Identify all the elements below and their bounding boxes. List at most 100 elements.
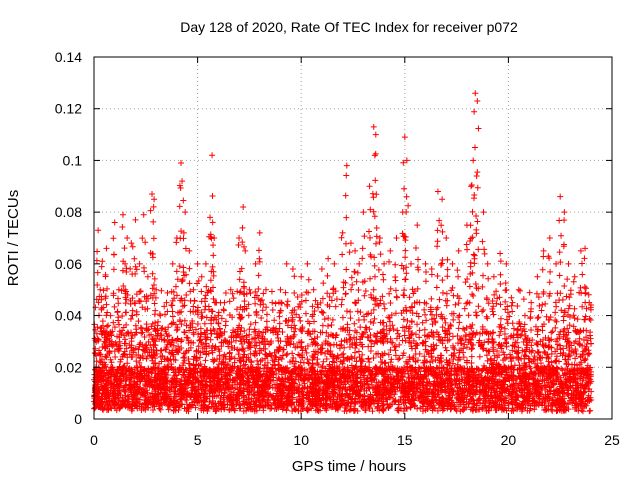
data-point <box>563 293 570 300</box>
data-point <box>529 347 536 354</box>
data-point <box>161 337 168 344</box>
data-point <box>233 306 240 313</box>
data-point <box>173 327 180 334</box>
data-point <box>293 311 300 318</box>
data-point <box>555 331 562 338</box>
data-point <box>247 290 254 297</box>
data-point <box>508 294 515 301</box>
data-point <box>347 335 354 342</box>
data-point <box>365 356 372 363</box>
data-point <box>311 308 318 315</box>
data-point <box>504 309 511 316</box>
data-point <box>170 342 177 349</box>
data-point <box>151 300 158 307</box>
data-point <box>169 313 176 320</box>
data-point <box>503 316 510 323</box>
data-point <box>324 290 331 297</box>
data-point <box>502 394 509 401</box>
data-point <box>271 317 278 324</box>
data-point <box>442 344 449 351</box>
data-point <box>372 295 379 302</box>
data-point <box>436 296 443 303</box>
data-point <box>321 316 328 323</box>
data-point <box>389 322 396 329</box>
data-point <box>362 288 369 295</box>
data-point <box>145 338 152 345</box>
data-point <box>104 309 111 316</box>
data-point <box>278 300 285 307</box>
data-point <box>165 406 172 413</box>
data-point <box>208 308 215 315</box>
data-point <box>519 347 526 354</box>
data-point <box>510 408 517 415</box>
data-point <box>586 350 593 357</box>
data-point <box>395 356 402 363</box>
data-point <box>497 315 504 322</box>
data-point <box>526 289 533 296</box>
data-point <box>461 305 468 312</box>
data-point <box>292 406 299 413</box>
data-point <box>169 302 176 309</box>
data-point <box>476 353 483 360</box>
data-point <box>432 319 439 326</box>
data-point <box>92 304 99 311</box>
data-point <box>166 332 173 339</box>
data-point <box>428 295 435 302</box>
data-point <box>517 287 524 294</box>
data-point <box>181 317 188 324</box>
data-point <box>521 321 528 328</box>
data-point <box>583 305 590 312</box>
data-point <box>518 355 525 362</box>
data-point <box>357 324 364 331</box>
data-point <box>103 301 110 308</box>
data-point <box>105 322 112 329</box>
data-point <box>161 303 168 310</box>
data-point <box>383 322 390 329</box>
data-point <box>566 322 573 329</box>
data-point <box>475 303 482 310</box>
data-point <box>531 353 538 360</box>
data-point <box>260 290 267 297</box>
data-point <box>518 331 525 338</box>
data-point <box>263 352 270 359</box>
data-point <box>317 299 324 306</box>
data-point <box>370 355 377 362</box>
data-point <box>218 315 225 322</box>
data-point <box>230 295 237 302</box>
data-point <box>422 311 429 318</box>
data-point <box>173 292 180 299</box>
data-point <box>586 408 593 415</box>
data-point <box>379 407 386 414</box>
data-point <box>171 295 178 302</box>
data-points <box>90 90 595 415</box>
data-point <box>427 359 434 366</box>
data-point <box>272 300 279 307</box>
data-point <box>442 334 449 341</box>
data-point <box>566 302 573 309</box>
data-point <box>439 289 446 296</box>
data-point <box>443 347 450 354</box>
data-point <box>416 334 423 341</box>
data-point <box>549 328 556 335</box>
data-point <box>229 290 236 297</box>
data-point <box>291 328 298 335</box>
data-point <box>520 296 527 303</box>
data-point <box>501 325 508 332</box>
data-point <box>333 331 340 338</box>
data-point <box>574 316 581 323</box>
data-point <box>343 308 350 315</box>
data-point <box>122 336 129 343</box>
data-point <box>198 309 205 316</box>
data-point <box>366 358 373 365</box>
data-point <box>273 370 280 377</box>
data-point <box>259 307 266 314</box>
data-point <box>416 350 423 357</box>
data-point <box>460 354 467 361</box>
data-point <box>222 289 229 296</box>
data-point <box>572 355 579 362</box>
data-point <box>451 353 458 360</box>
data-point <box>339 314 346 321</box>
data-point <box>385 314 392 321</box>
data-point <box>535 314 542 321</box>
